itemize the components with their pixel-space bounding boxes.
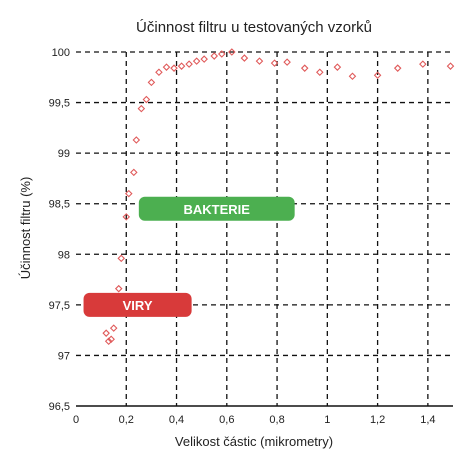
- annotation-label-viry: VIRY: [123, 298, 153, 313]
- y-tick-label: 97: [58, 350, 70, 362]
- data-point: [228, 48, 236, 56]
- data-point: [170, 64, 178, 72]
- data-point: [333, 63, 342, 71]
- data-point: [446, 62, 455, 70]
- x-tick-label: 1: [324, 414, 330, 426]
- data-point: [117, 254, 126, 263]
- data-point: [125, 189, 133, 198]
- x-tick-label: 0,8: [269, 414, 284, 426]
- data-point: [122, 213, 131, 221]
- y-tick-label: 99,5: [49, 98, 70, 110]
- x-tick-label: 0: [73, 414, 79, 426]
- data-point: [419, 60, 427, 68]
- data-point: [137, 104, 146, 113]
- data-point: [109, 324, 118, 332]
- grid: [76, 51, 453, 407]
- data-point: [162, 63, 171, 71]
- data-point: [373, 71, 382, 80]
- data-point: [104, 337, 113, 346]
- data-point: [255, 57, 264, 65]
- x-tick-label: 0,6: [219, 414, 234, 426]
- y-tick-label: 100: [52, 47, 70, 59]
- data-point: [130, 168, 138, 177]
- x-tick-label: 0,4: [169, 414, 184, 426]
- y-tick-label: 99: [58, 148, 70, 160]
- data-point: [155, 68, 163, 77]
- data-point: [217, 50, 226, 58]
- annotations: BAKTERIE VIRY: [83, 196, 295, 317]
- data-point: [177, 62, 186, 70]
- data-point: [300, 64, 309, 72]
- data-point: [393, 64, 402, 72]
- data-point: [132, 136, 141, 144]
- data-point: [210, 52, 219, 60]
- y-tick-label: 98: [58, 249, 70, 261]
- x-tick-label: 1,2: [370, 414, 385, 426]
- x-tick-label: 0,2: [119, 414, 134, 426]
- y-tick-label: 96,5: [49, 401, 70, 413]
- annotation-badge-viry: [83, 292, 192, 317]
- data-points: [102, 48, 455, 346]
- annotation-label-bakterie: BAKTERIE: [184, 202, 251, 217]
- chart-title: Účinnost filtru u testovaných vzorků: [136, 19, 372, 36]
- data-point: [270, 59, 279, 67]
- data-point: [200, 55, 208, 63]
- y-tick-label: 97,5: [49, 300, 70, 312]
- annotation-badge-bakterie: [138, 196, 295, 221]
- y-axis-label: Účinnost filtru (%): [18, 177, 33, 280]
- data-point: [316, 68, 324, 77]
- data-point: [114, 284, 123, 293]
- data-point: [102, 329, 110, 337]
- tick-labels: 96,5 97 97,5 98 98,5 99 99,5 100 0 0,2 0,4 0,6 0,8 1 1…: [49, 47, 436, 426]
- data-point: [192, 57, 201, 65]
- data-point: [240, 54, 249, 62]
- x-tick-label: 1,4: [420, 414, 435, 426]
- data-point: [348, 72, 357, 81]
- data-point: [107, 335, 115, 344]
- x-axis-label: Velikost částic (mikrometry): [175, 434, 333, 449]
- data-point: [147, 78, 156, 87]
- data-point: [283, 58, 291, 66]
- data-point: [142, 95, 151, 104]
- y-tick-label: 98,5: [49, 199, 70, 211]
- data-point: [185, 60, 193, 68]
